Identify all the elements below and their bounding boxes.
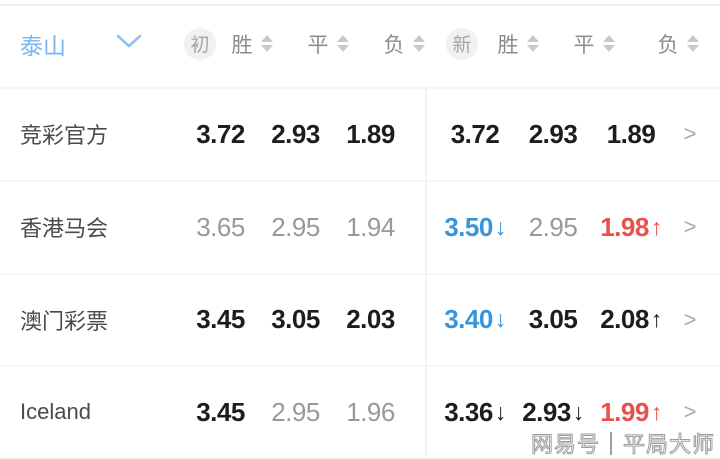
row-chevron-icon[interactable]: > <box>683 121 697 147</box>
sort-header-initial-lose[interactable]: 负 <box>376 29 432 59</box>
up-arrow-icon: ↑ <box>650 306 663 333</box>
sort-header-new-lose[interactable]: 负 <box>650 29 706 59</box>
new-lose-odds: 1.98 <box>600 211 649 242</box>
odds-row-iceland[interactable]: Iceland 3.45 2.95 1.96 3.36 ↓ 2.93 ↓ 1.9… <box>0 367 720 459</box>
bookmaker-name: 澳门彩票 <box>20 308 109 334</box>
bookmaker-name: 香港马会 <box>20 216 109 242</box>
column-label-draw: 平 <box>307 33 329 57</box>
row-chevron-icon[interactable]: > <box>683 306 697 332</box>
new-draw-odds: 3.05 <box>528 304 578 335</box>
column-label-lose: 负 <box>657 33 679 57</box>
odds-table-header: 泰山 初 胜 平 负 新 胜 平 负 <box>0 0 720 89</box>
initial-lose-odds: 1.89 <box>346 118 395 149</box>
initial-lose-odds: 1.94 <box>346 211 395 242</box>
sort-icon <box>686 35 699 52</box>
initial-draw-odds: 3.05 <box>271 304 320 335</box>
column-label-draw: 平 <box>573 33 595 57</box>
bookmaker-name: Iceland <box>20 399 91 425</box>
new-draw-odds: 2.93 <box>522 396 571 427</box>
sort-icon <box>526 35 539 52</box>
column-label-lose: 负 <box>383 33 405 57</box>
initial-win-odds: 3.45 <box>196 396 245 427</box>
initial-win-odds: 3.65 <box>196 211 245 242</box>
new-odds-group: 3.50 ↓ 2.95 1.98 ↑ <box>433 212 673 243</box>
new-odds-group: 3.40 ↓ 3.05 2.08 ↑ <box>433 304 673 335</box>
top-divider <box>0 4 720 6</box>
new-lose-odds: 1.99 <box>600 396 649 427</box>
column-divider <box>425 89 427 459</box>
sort-icon <box>412 35 425 52</box>
new-draw-odds: 2.93 <box>528 118 578 149</box>
new-draw-odds: 2.95 <box>528 211 578 242</box>
initial-draw-odds: 2.93 <box>271 118 320 149</box>
column-label-win: 胜 <box>231 33 253 57</box>
sort-header-initial-draw[interactable]: 平 <box>300 29 356 59</box>
new-lose-odds: 1.89 <box>606 118 656 149</box>
initial-win-odds: 3.45 <box>196 304 245 335</box>
chevron-down-icon[interactable] <box>116 33 142 54</box>
sort-header-new-win[interactable]: 胜 <box>490 29 546 59</box>
team-selector[interactable]: 泰山 <box>20 32 66 59</box>
initial-odds-badge: 初 <box>184 27 216 60</box>
odds-row-hkjc[interactable]: 香港马会 3.65 2.95 1.94 3.50 ↓ 2.95 1.98 ↑ > <box>0 182 720 275</box>
sort-icon <box>260 35 273 52</box>
odds-row-macau[interactable]: 澳门彩票 3.45 3.05 2.03 3.40 ↓ 3.05 2.08 ↑ > <box>0 275 720 368</box>
initial-win-odds: 3.72 <box>196 118 245 149</box>
new-win-odds: 3.50 <box>444 211 493 242</box>
up-arrow-icon: ↑ <box>650 213 663 240</box>
new-win-odds: 3.40 <box>444 304 493 335</box>
new-win-odds: 3.36 <box>444 396 493 427</box>
odds-row-jingcai[interactable]: 竞彩官方 3.72 2.93 1.89 3.72 2.93 1.89 > <box>0 89 720 182</box>
initial-lose-odds: 1.96 <box>346 396 395 427</box>
new-win-odds: 3.72 <box>450 118 500 149</box>
initial-draw-odds: 2.95 <box>271 396 320 427</box>
new-lose-odds: 2.08 <box>600 304 649 335</box>
down-arrow-icon: ↓ <box>494 398 507 425</box>
row-chevron-icon[interactable]: > <box>683 399 697 425</box>
up-arrow-icon: ↑ <box>650 398 663 425</box>
initial-draw-odds: 2.95 <box>271 211 320 242</box>
column-label-win: 胜 <box>497 33 519 57</box>
row-chevron-icon[interactable]: > <box>683 214 697 240</box>
down-arrow-icon: ↓ <box>494 213 507 240</box>
new-odds-group: 3.72 2.93 1.89 <box>433 119 673 150</box>
sort-header-new-draw[interactable]: 平 <box>566 29 622 59</box>
initial-lose-odds: 2.03 <box>346 304 395 335</box>
new-odds-badge: 新 <box>446 27 478 60</box>
sort-header-initial-win[interactable]: 胜 <box>224 29 280 59</box>
down-arrow-icon: ↓ <box>572 398 585 425</box>
bookmaker-name: 竞彩官方 <box>20 123 109 149</box>
new-odds-group: 3.36 ↓ 2.93 ↓ 1.99 ↑ <box>433 397 673 428</box>
sort-icon <box>336 35 349 52</box>
down-arrow-icon: ↓ <box>494 306 507 333</box>
sort-icon <box>602 35 615 52</box>
